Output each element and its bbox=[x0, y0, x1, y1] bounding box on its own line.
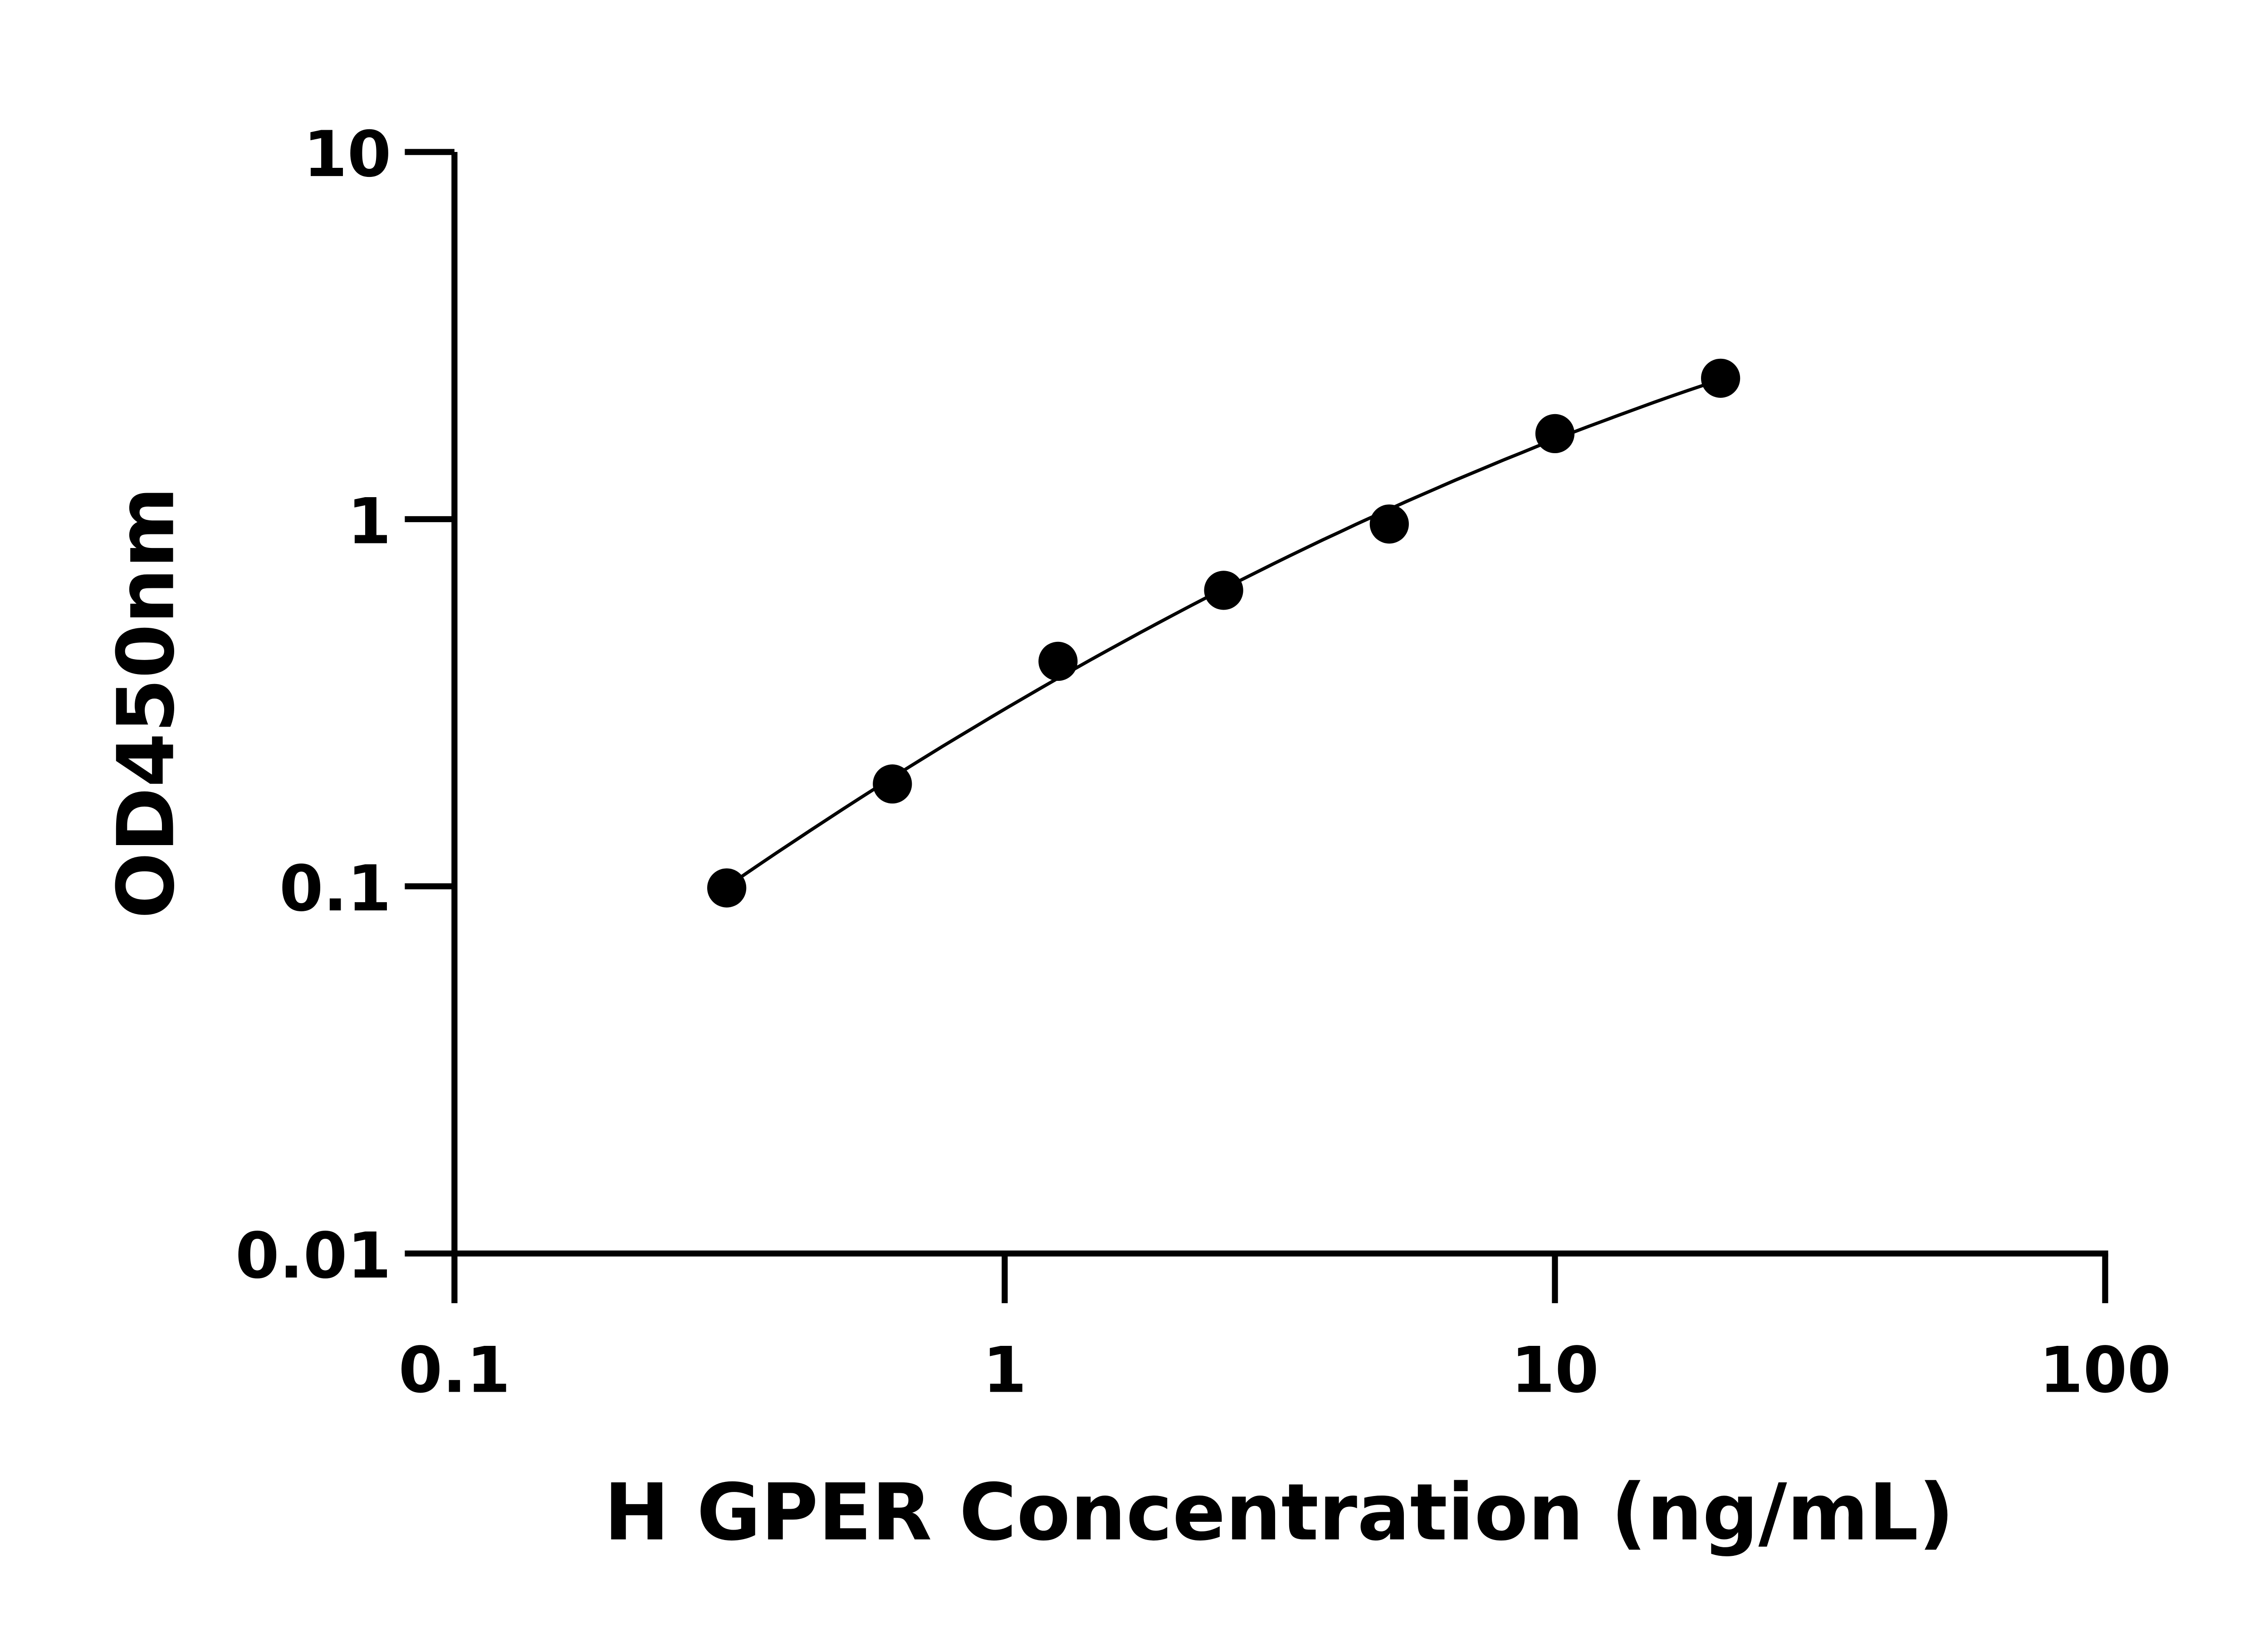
data-point bbox=[873, 764, 912, 804]
fit-curve bbox=[726, 378, 1721, 888]
x-axis-label: H GPER Concentration (ng/mL) bbox=[604, 1467, 1954, 1558]
y-tick-label: 10 bbox=[303, 117, 391, 191]
x-tick-label: 100 bbox=[2039, 1334, 2171, 1407]
x-tick-label: 1 bbox=[982, 1334, 1026, 1407]
y-axis-label: OD450nm bbox=[101, 487, 192, 919]
x-tick-label: 0.1 bbox=[398, 1334, 510, 1407]
data-point bbox=[1204, 571, 1243, 610]
x-tick-label: 10 bbox=[1511, 1334, 1599, 1407]
data-point bbox=[1701, 358, 1740, 398]
data-point bbox=[1369, 504, 1409, 544]
data-point bbox=[1038, 641, 1078, 681]
data-points bbox=[707, 358, 1740, 908]
y-tick-label: 0.1 bbox=[279, 852, 391, 925]
data-point bbox=[1535, 414, 1575, 454]
y-tick-label: 0.01 bbox=[235, 1219, 391, 1292]
data-point bbox=[707, 868, 747, 908]
y-tick-label: 1 bbox=[347, 485, 391, 558]
